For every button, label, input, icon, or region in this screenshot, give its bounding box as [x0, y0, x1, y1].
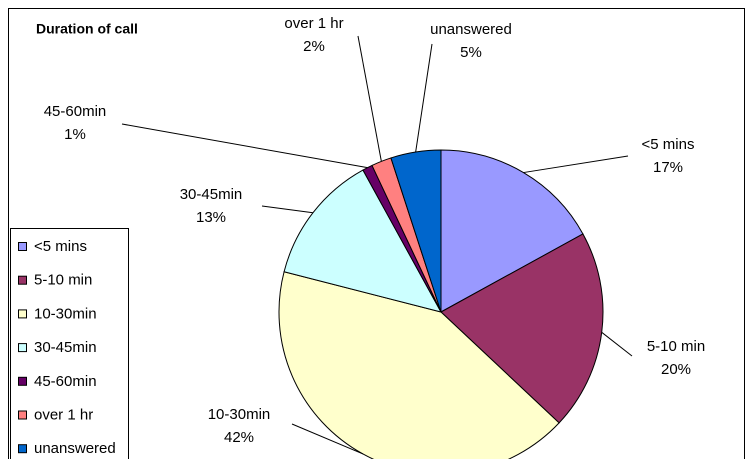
leader-line [415, 43, 433, 153]
leader-line [261, 205, 314, 214]
slice-label: 45-60min [44, 103, 107, 120]
legend-label: 45-60min [34, 373, 97, 390]
slice-label: <5 mins [642, 136, 695, 153]
legend-box [10, 228, 129, 459]
slice-value-label: 42% [224, 429, 254, 446]
legend-label: unanswered [34, 440, 116, 457]
leader-line [121, 123, 368, 169]
chart-title: Duration of call [36, 21, 138, 37]
leader-line [523, 155, 629, 174]
legend-swatch [18, 343, 27, 353]
slice-label: 5-10 min [647, 338, 705, 355]
slice-value-label: 13% [196, 209, 226, 226]
pie-slice [278, 271, 560, 459]
legend-label: 30-45min [34, 339, 97, 356]
legend-swatch [18, 242, 27, 251]
slice-label: over 1 hr [284, 15, 343, 32]
legend-swatch [18, 309, 27, 319]
leader-line [357, 35, 382, 162]
slice-label: 30-45min [180, 186, 243, 203]
pie-slice [440, 149, 584, 313]
slice-value-label: 1% [64, 126, 86, 143]
pie-slice [390, 149, 442, 313]
legend-label: <5 mins [34, 238, 87, 255]
legend-label: 5-10 min [34, 272, 92, 289]
slice-value-label: 5% [460, 44, 482, 61]
legend-label: over 1 hr [34, 406, 93, 423]
slice-value-label: 20% [661, 361, 691, 378]
slice-label: unanswered [430, 21, 512, 38]
pie-slice [283, 169, 442, 313]
slice-value-label: 17% [653, 159, 683, 176]
leader-line [291, 423, 364, 455]
legend-swatch [18, 275, 27, 285]
legend-swatch [18, 410, 27, 420]
slice-value-label: 2% [303, 38, 325, 55]
leader-line [601, 331, 633, 357]
legend-swatch [18, 376, 27, 386]
legend-swatch [18, 444, 27, 454]
slice-label: 10-30min [208, 406, 271, 423]
legend-label: 10-30min [34, 305, 97, 322]
